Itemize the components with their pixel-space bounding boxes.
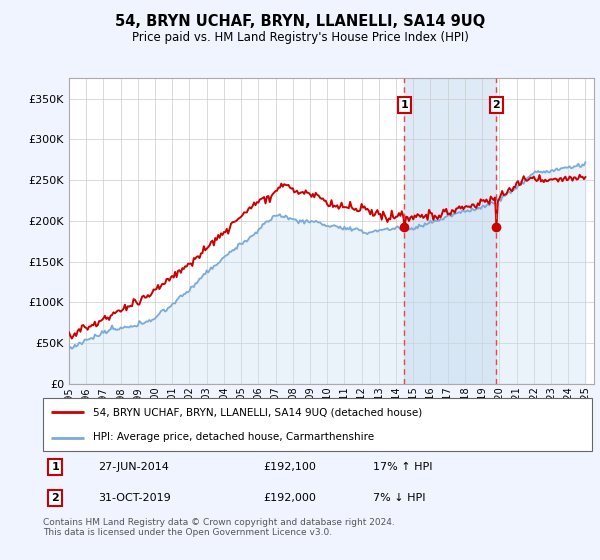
Text: 2: 2: [493, 100, 500, 110]
Text: 7% ↓ HPI: 7% ↓ HPI: [373, 493, 425, 503]
Text: 17% ↑ HPI: 17% ↑ HPI: [373, 462, 432, 472]
Text: £192,000: £192,000: [263, 493, 316, 503]
Text: 1: 1: [401, 100, 409, 110]
Text: 54, BRYN UCHAF, BRYN, LLANELLI, SA14 9UQ (detached house): 54, BRYN UCHAF, BRYN, LLANELLI, SA14 9UQ…: [92, 408, 422, 418]
Text: 31-OCT-2019: 31-OCT-2019: [98, 493, 171, 503]
Text: 1: 1: [52, 462, 59, 472]
Text: Contains HM Land Registry data © Crown copyright and database right 2024.
This d: Contains HM Land Registry data © Crown c…: [43, 518, 395, 538]
Text: 27-JUN-2014: 27-JUN-2014: [98, 462, 169, 472]
FancyBboxPatch shape: [43, 398, 592, 451]
Text: 2: 2: [52, 493, 59, 503]
Bar: [404, 78, 496, 384]
Text: Price paid vs. HM Land Registry's House Price Index (HPI): Price paid vs. HM Land Registry's House …: [131, 31, 469, 44]
Text: £192,100: £192,100: [263, 462, 316, 472]
Text: HPI: Average price, detached house, Carmarthenshire: HPI: Average price, detached house, Carm…: [92, 432, 374, 442]
Text: 54, BRYN UCHAF, BRYN, LLANELLI, SA14 9UQ: 54, BRYN UCHAF, BRYN, LLANELLI, SA14 9UQ: [115, 14, 485, 29]
